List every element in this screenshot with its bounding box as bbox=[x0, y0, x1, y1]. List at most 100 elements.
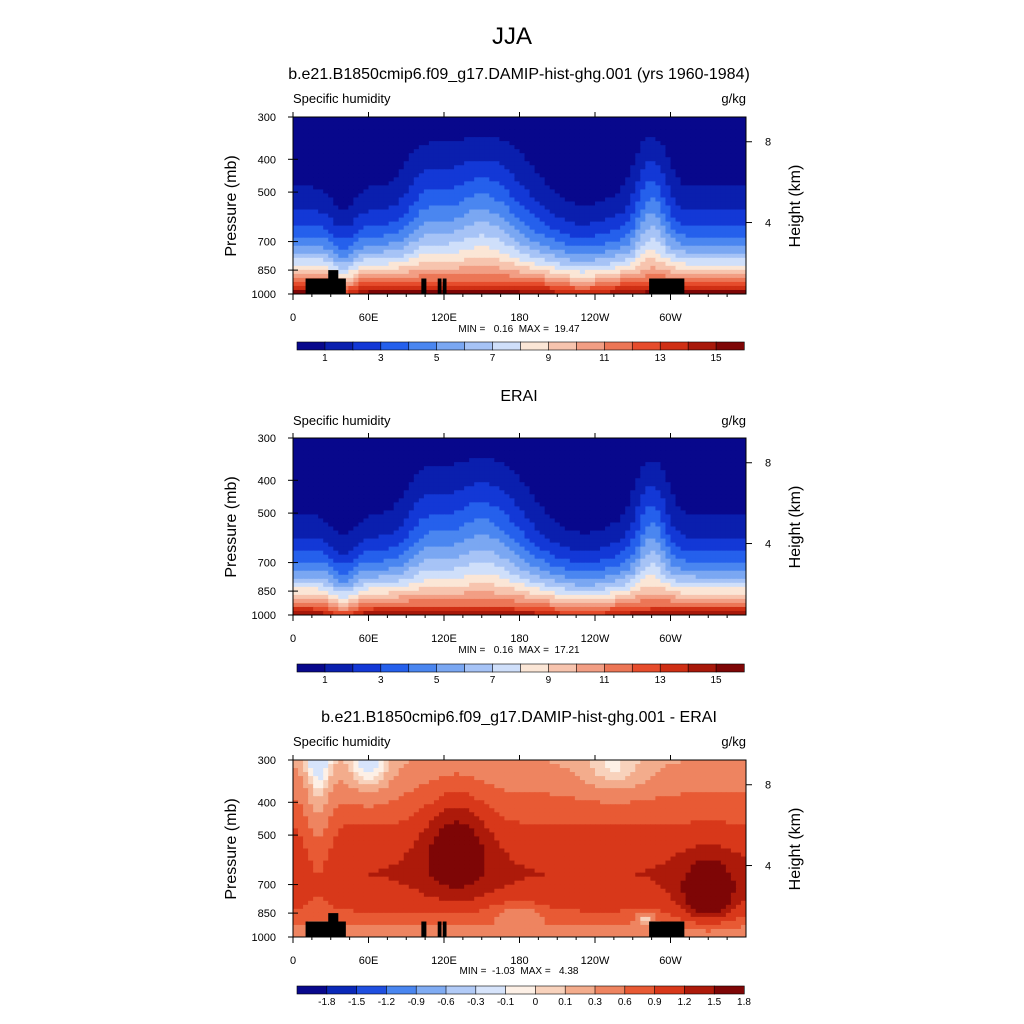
heatmap-cell bbox=[549, 129, 556, 134]
heatmap-cell bbox=[730, 438, 737, 443]
heatmap-cell bbox=[584, 253, 591, 259]
heatmap-cell bbox=[328, 193, 334, 199]
heatmap-cell bbox=[534, 249, 541, 255]
heatmap-cell bbox=[685, 193, 692, 199]
heatmap-cell bbox=[479, 177, 485, 182]
heatmap-cell bbox=[700, 454, 707, 459]
heatmap-cell bbox=[363, 145, 370, 150]
heatmap-cell bbox=[373, 237, 380, 243]
heatmap-cell bbox=[685, 181, 692, 186]
heatmap-cell bbox=[705, 161, 712, 166]
heatmap-cell bbox=[489, 237, 495, 243]
heatmap-cell bbox=[564, 129, 571, 134]
heatmap-cell bbox=[519, 193, 526, 199]
heatmap-cell bbox=[514, 458, 521, 463]
heatmap-cell bbox=[660, 438, 667, 443]
heatmap-cell bbox=[705, 145, 712, 150]
heatmap-cell bbox=[343, 161, 349, 166]
heatmap-cell bbox=[650, 442, 656, 447]
heatmap-cell bbox=[313, 237, 319, 243]
heatmap-cell bbox=[368, 165, 375, 170]
heatmap-cell bbox=[378, 209, 385, 215]
heatmap-cell bbox=[323, 125, 329, 130]
heatmap-cell bbox=[504, 213, 511, 219]
heatmap-cell bbox=[353, 117, 360, 122]
heatmap-cell bbox=[504, 149, 511, 154]
heatmap-cell bbox=[378, 225, 385, 231]
heatmap-cell bbox=[635, 237, 641, 243]
panel-model: b.e21.B1850cmip6.f09_g17.DAMIP-hist-ghg.… bbox=[223, 66, 804, 364]
heatmap-cell bbox=[383, 245, 390, 251]
heatmap-cell bbox=[539, 193, 546, 199]
heatmap-cell bbox=[444, 273, 450, 279]
heatmap-cell bbox=[680, 450, 687, 455]
heatmap-cell bbox=[343, 454, 349, 459]
heatmap-cell bbox=[353, 129, 360, 134]
heatmap-cell bbox=[474, 137, 480, 142]
heatmap-cell bbox=[720, 462, 727, 467]
heatmap-cell bbox=[569, 201, 576, 207]
heatmap-cell bbox=[650, 257, 656, 263]
heatmap-cell bbox=[489, 458, 495, 463]
heatmap-cell bbox=[464, 438, 470, 443]
heatmap-cell bbox=[454, 181, 460, 186]
heatmap-cell bbox=[529, 165, 536, 170]
heatmap-cell bbox=[534, 137, 541, 142]
heatmap-cell bbox=[433, 185, 440, 191]
heatmap-cell bbox=[428, 474, 435, 479]
heatmap-cell bbox=[725, 466, 732, 471]
heatmap-cell bbox=[293, 281, 299, 287]
heatmap-cell bbox=[333, 438, 339, 443]
heatmap-cell bbox=[615, 450, 621, 455]
heatmap-cell bbox=[630, 285, 636, 291]
heatmap-cell bbox=[680, 125, 687, 130]
heatmap-cell bbox=[539, 446, 546, 451]
heatmap-cell bbox=[323, 205, 329, 211]
heatmap-cell bbox=[333, 137, 339, 142]
heatmap-cell bbox=[564, 165, 571, 170]
heatmap-cell bbox=[328, 450, 334, 455]
heatmap-cell bbox=[705, 157, 712, 162]
heatmap-cell bbox=[735, 245, 742, 251]
heatmap-cell bbox=[589, 129, 596, 134]
heatmap-cell bbox=[605, 273, 611, 279]
heatmap-cell bbox=[323, 265, 329, 271]
heatmap-cell bbox=[308, 145, 314, 150]
heatmap-cell bbox=[514, 253, 521, 259]
y-tick-label: 500 bbox=[258, 187, 276, 199]
heatmap-cell bbox=[333, 446, 339, 451]
heatmap-cell bbox=[665, 470, 672, 475]
heatmap-cell bbox=[514, 205, 521, 211]
heatmap-cell bbox=[373, 450, 380, 455]
heatmap-cell bbox=[610, 277, 616, 283]
heatmap-cell bbox=[378, 458, 385, 463]
heatmap-cell bbox=[610, 438, 616, 443]
heatmap-cell bbox=[705, 257, 712, 263]
heatmap-cell bbox=[620, 133, 626, 138]
heatmap-cell bbox=[494, 193, 500, 199]
heatmap-cell bbox=[303, 454, 309, 459]
heatmap-cell bbox=[700, 165, 707, 170]
heatmap-cell bbox=[343, 153, 349, 158]
heatmap-cell bbox=[574, 438, 581, 443]
heatmap-cell bbox=[589, 229, 596, 235]
heatmap-cell bbox=[308, 161, 314, 166]
heatmap-cell bbox=[428, 478, 435, 483]
heatmap-cell bbox=[635, 117, 641, 122]
heatmap-cell bbox=[544, 454, 551, 459]
heatmap-cell bbox=[695, 177, 702, 182]
heatmap-cell bbox=[423, 470, 430, 475]
heatmap-cell bbox=[700, 257, 707, 263]
heatmap-cell bbox=[308, 221, 314, 227]
heatmap-cell bbox=[630, 265, 636, 271]
heatmap-cell bbox=[720, 205, 727, 211]
heatmap-cell bbox=[383, 197, 390, 203]
heatmap-cell bbox=[438, 442, 445, 447]
heatmap-cell bbox=[459, 141, 465, 146]
heatmap-cell bbox=[735, 462, 742, 467]
heatmap-cell bbox=[584, 185, 591, 191]
heatmap-cell bbox=[605, 129, 611, 134]
heatmap-cell bbox=[333, 253, 339, 259]
heatmap-cell bbox=[715, 129, 722, 134]
heatmap-cell bbox=[403, 149, 410, 154]
